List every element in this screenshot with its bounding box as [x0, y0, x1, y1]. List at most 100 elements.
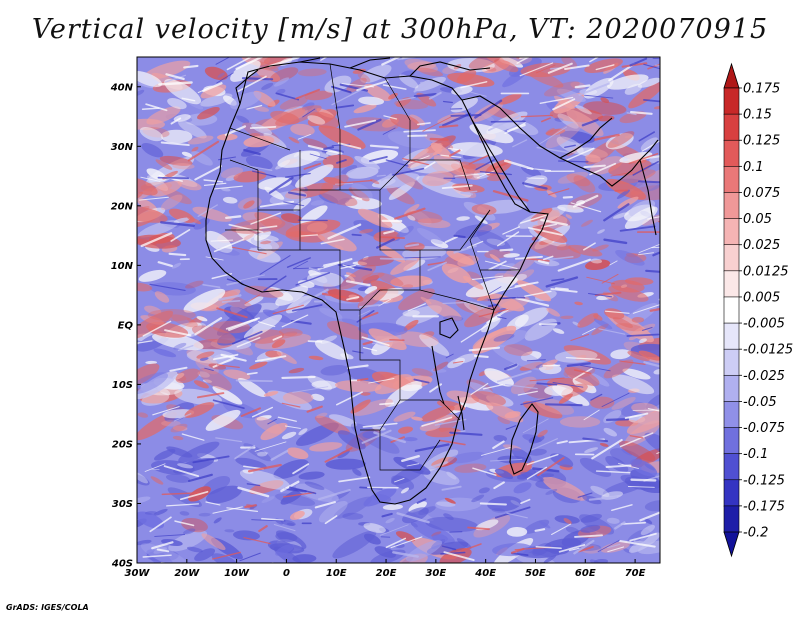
- field-streak: [204, 367, 214, 371]
- field-streak: [626, 112, 637, 116]
- field-streak: [233, 274, 265, 283]
- field-streak: [461, 543, 482, 552]
- field-streak: [145, 103, 168, 112]
- field-blob: [178, 120, 207, 139]
- field-streak: [527, 226, 563, 236]
- field-blob: [402, 507, 429, 524]
- field-blob: [197, 371, 210, 378]
- field-blob: [137, 371, 178, 400]
- field-streak: [164, 329, 192, 337]
- field-blob: [155, 159, 173, 170]
- field-streak: [554, 287, 569, 291]
- field-streak: [652, 57, 660, 60]
- field-blob: [631, 316, 645, 323]
- field-streak: [216, 307, 248, 319]
- field-blob: [411, 416, 423, 421]
- field-streak: [347, 364, 369, 370]
- field-blob: [563, 518, 572, 525]
- field-streak: [583, 164, 606, 169]
- field-blob: [290, 123, 315, 136]
- field-blob: [481, 317, 501, 333]
- field-blob: [175, 368, 200, 384]
- field-streak: [427, 261, 446, 266]
- field-streak: [246, 104, 263, 110]
- field-blob: [564, 366, 600, 387]
- field-blob: [447, 451, 486, 464]
- colorbar-segment: [723, 192, 740, 220]
- field-streak: [345, 280, 371, 287]
- field-blob: [256, 415, 272, 421]
- field-blob: [395, 172, 423, 190]
- field-streak: [211, 551, 241, 560]
- lon-tick-label: 20E: [376, 568, 397, 579]
- field-blob: [430, 239, 449, 249]
- field-streak: [342, 264, 355, 270]
- field-blob: [498, 57, 524, 68]
- field-streak: [397, 96, 416, 102]
- lon-tick-label: 10E: [326, 568, 347, 579]
- field-streak: [541, 223, 557, 228]
- field-streak: [473, 354, 489, 358]
- field-blob: [181, 151, 193, 158]
- field-blob: [425, 516, 479, 532]
- field-blob: [273, 77, 290, 87]
- field-streak: [334, 182, 354, 185]
- field-blob: [160, 129, 193, 144]
- field-streak: [154, 534, 186, 537]
- field-streak: [381, 57, 401, 66]
- field-streak: [595, 470, 631, 474]
- field-streak: [603, 203, 630, 222]
- field-streak: [235, 379, 273, 383]
- field-streak: [263, 275, 287, 292]
- field-blob: [544, 384, 574, 396]
- field-blob: [310, 200, 325, 206]
- field-streak: [428, 461, 448, 469]
- field-blob: [213, 517, 222, 524]
- field-blob: [417, 67, 444, 77]
- field-blob: [605, 455, 629, 473]
- field-blob: [492, 543, 534, 557]
- field-blob: [520, 62, 571, 78]
- field-streak: [442, 100, 453, 104]
- colorbar-segment: [723, 453, 740, 481]
- field-blob: [585, 154, 601, 163]
- field-blob: [546, 307, 561, 317]
- colorbar-label: 0.05: [743, 212, 772, 227]
- field-streak: [358, 310, 371, 317]
- field-blob: [286, 522, 295, 526]
- field-blob: [372, 426, 386, 431]
- field-blob: [144, 305, 162, 315]
- field-streak: [558, 543, 586, 553]
- field-streak: [490, 120, 526, 123]
- field-blob: [444, 497, 456, 504]
- field-blob: [391, 475, 415, 491]
- field-streak: [427, 261, 447, 272]
- field-streak: [502, 226, 521, 235]
- field-blob: [430, 142, 452, 158]
- field-streak: [240, 407, 261, 417]
- colorbar-label: 0.15: [743, 108, 772, 123]
- field-streak: [566, 362, 591, 367]
- field-blob: [494, 468, 514, 480]
- field-streak: [538, 126, 567, 145]
- field-blob: [146, 106, 181, 125]
- field-streak: [380, 236, 406, 240]
- field-streak: [524, 257, 550, 262]
- field-streak: [626, 333, 660, 337]
- field-blob: [514, 307, 549, 327]
- field-streak: [309, 153, 327, 160]
- field-streak: [292, 463, 310, 475]
- lat-tick-label: 20N: [111, 201, 134, 212]
- field-streak: [450, 114, 482, 117]
- field-streak: [639, 511, 660, 522]
- field-streak: [144, 463, 166, 472]
- field-streak: [216, 72, 234, 84]
- field-blob: [616, 323, 644, 332]
- field-streak: [416, 122, 431, 126]
- field-streak: [383, 115, 398, 120]
- field-blob: [422, 171, 454, 187]
- field-streak: [216, 364, 240, 369]
- field-blob: [390, 256, 420, 275]
- field-blob: [167, 98, 187, 110]
- field-streak: [619, 360, 646, 365]
